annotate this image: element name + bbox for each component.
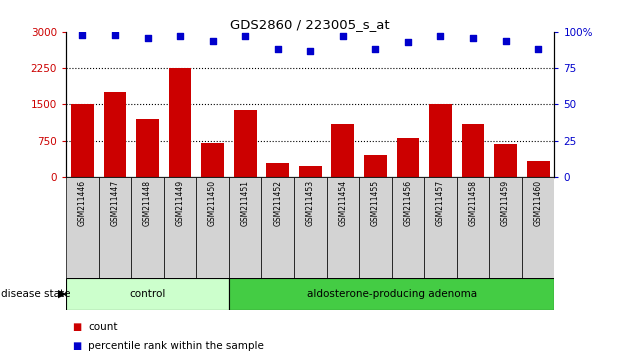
Bar [522, 177, 554, 278]
Text: ■: ■ [72, 341, 82, 351]
Point [338, 33, 348, 39]
Text: GSM211459: GSM211459 [501, 180, 510, 226]
Text: ▶: ▶ [58, 289, 66, 299]
Bar [261, 177, 294, 278]
Point [142, 35, 152, 40]
Bar [462, 124, 484, 177]
Text: GSM211452: GSM211452 [273, 180, 282, 226]
Text: GSM211446: GSM211446 [78, 180, 87, 226]
Bar [229, 278, 554, 310]
Bar [457, 177, 490, 278]
Text: aldosterone-producing adenoma: aldosterone-producing adenoma [307, 289, 477, 299]
Bar [99, 177, 131, 278]
Text: GSM211456: GSM211456 [403, 180, 413, 226]
Bar [169, 68, 192, 177]
Bar [392, 177, 424, 278]
Bar [490, 177, 522, 278]
Bar [234, 110, 256, 177]
Bar [364, 155, 387, 177]
Text: GSM211451: GSM211451 [241, 180, 249, 226]
Text: GSM211455: GSM211455 [371, 180, 380, 226]
Text: disease state: disease state [1, 289, 71, 299]
Bar [66, 177, 99, 278]
Point [77, 32, 88, 38]
Text: percentile rank within the sample: percentile rank within the sample [88, 341, 264, 351]
Text: GSM211450: GSM211450 [208, 180, 217, 226]
Bar [136, 119, 159, 177]
Point [305, 48, 315, 53]
Text: GSM211448: GSM211448 [143, 180, 152, 226]
Bar [331, 124, 354, 177]
Bar [131, 177, 164, 278]
Bar [201, 143, 224, 177]
Bar [326, 177, 359, 278]
Point [273, 46, 283, 52]
Bar [103, 92, 127, 177]
Text: GSM211453: GSM211453 [306, 180, 315, 226]
Text: control: control [129, 289, 166, 299]
Bar [71, 104, 94, 177]
Point [500, 38, 510, 44]
Title: GDS2860 / 223005_s_at: GDS2860 / 223005_s_at [231, 18, 390, 31]
Text: ■: ■ [72, 322, 82, 332]
Text: count: count [88, 322, 118, 332]
Bar [359, 177, 392, 278]
Bar [527, 161, 549, 177]
Bar [164, 177, 197, 278]
Point [207, 38, 218, 44]
Bar [66, 278, 229, 310]
Point [435, 33, 445, 39]
Point [240, 33, 250, 39]
Point [533, 46, 543, 52]
Point [403, 39, 413, 45]
Bar [396, 138, 420, 177]
Text: GSM211454: GSM211454 [338, 180, 347, 226]
Bar [229, 177, 261, 278]
Text: GSM211460: GSM211460 [534, 180, 542, 226]
Text: GSM211457: GSM211457 [436, 180, 445, 226]
Bar [266, 164, 289, 177]
Bar [299, 166, 322, 177]
Bar [424, 177, 457, 278]
Text: GSM211458: GSM211458 [469, 180, 478, 226]
Point [370, 46, 381, 52]
Bar [429, 104, 452, 177]
Bar [494, 144, 517, 177]
Bar [294, 177, 326, 278]
Text: GSM211449: GSM211449 [176, 180, 185, 226]
Point [468, 35, 478, 40]
Bar [197, 177, 229, 278]
Point [175, 33, 185, 39]
Point [110, 32, 120, 38]
Text: GSM211447: GSM211447 [110, 180, 120, 226]
